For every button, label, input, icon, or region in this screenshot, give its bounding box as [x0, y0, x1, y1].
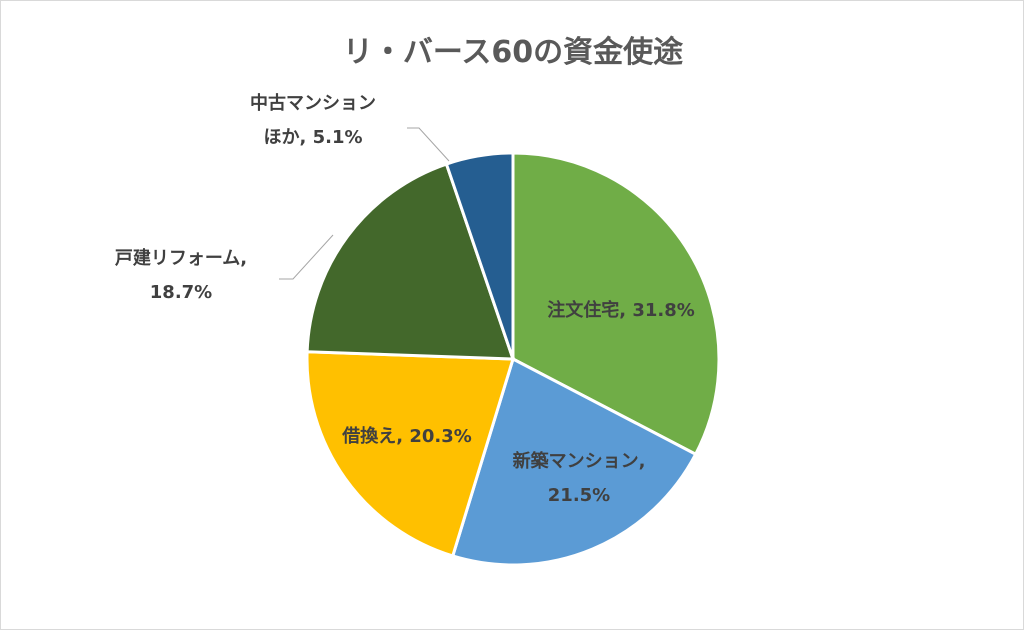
pie-slice-2	[450, 356, 698, 567]
data-label-1-line-1: 注文住宅, 31.8%	[547, 299, 695, 321]
data-label-4-line-2: 18.7%	[150, 282, 212, 303]
pie-slice-1	[511, 151, 721, 457]
data-label-2-line-2: 21.5%	[548, 485, 610, 506]
data-label-5-line-1: 中古マンション	[250, 92, 376, 114]
data-label-4-line-1: 戸建リフォーム,	[115, 247, 247, 269]
leader-line-4	[279, 234, 334, 280]
leader-line-5	[407, 127, 450, 162]
data-label-5-line-2: ほか, 5.1%	[263, 127, 362, 148]
pie-slice-5	[444, 151, 515, 360]
chart-title: リ・バース60の資金使途	[342, 35, 684, 70]
data-label-2-line-1: 新築マンション,	[513, 450, 646, 472]
data-label-3-line-1: 借換え, 20.3%	[341, 425, 472, 447]
pie-slice-3	[305, 350, 516, 558]
